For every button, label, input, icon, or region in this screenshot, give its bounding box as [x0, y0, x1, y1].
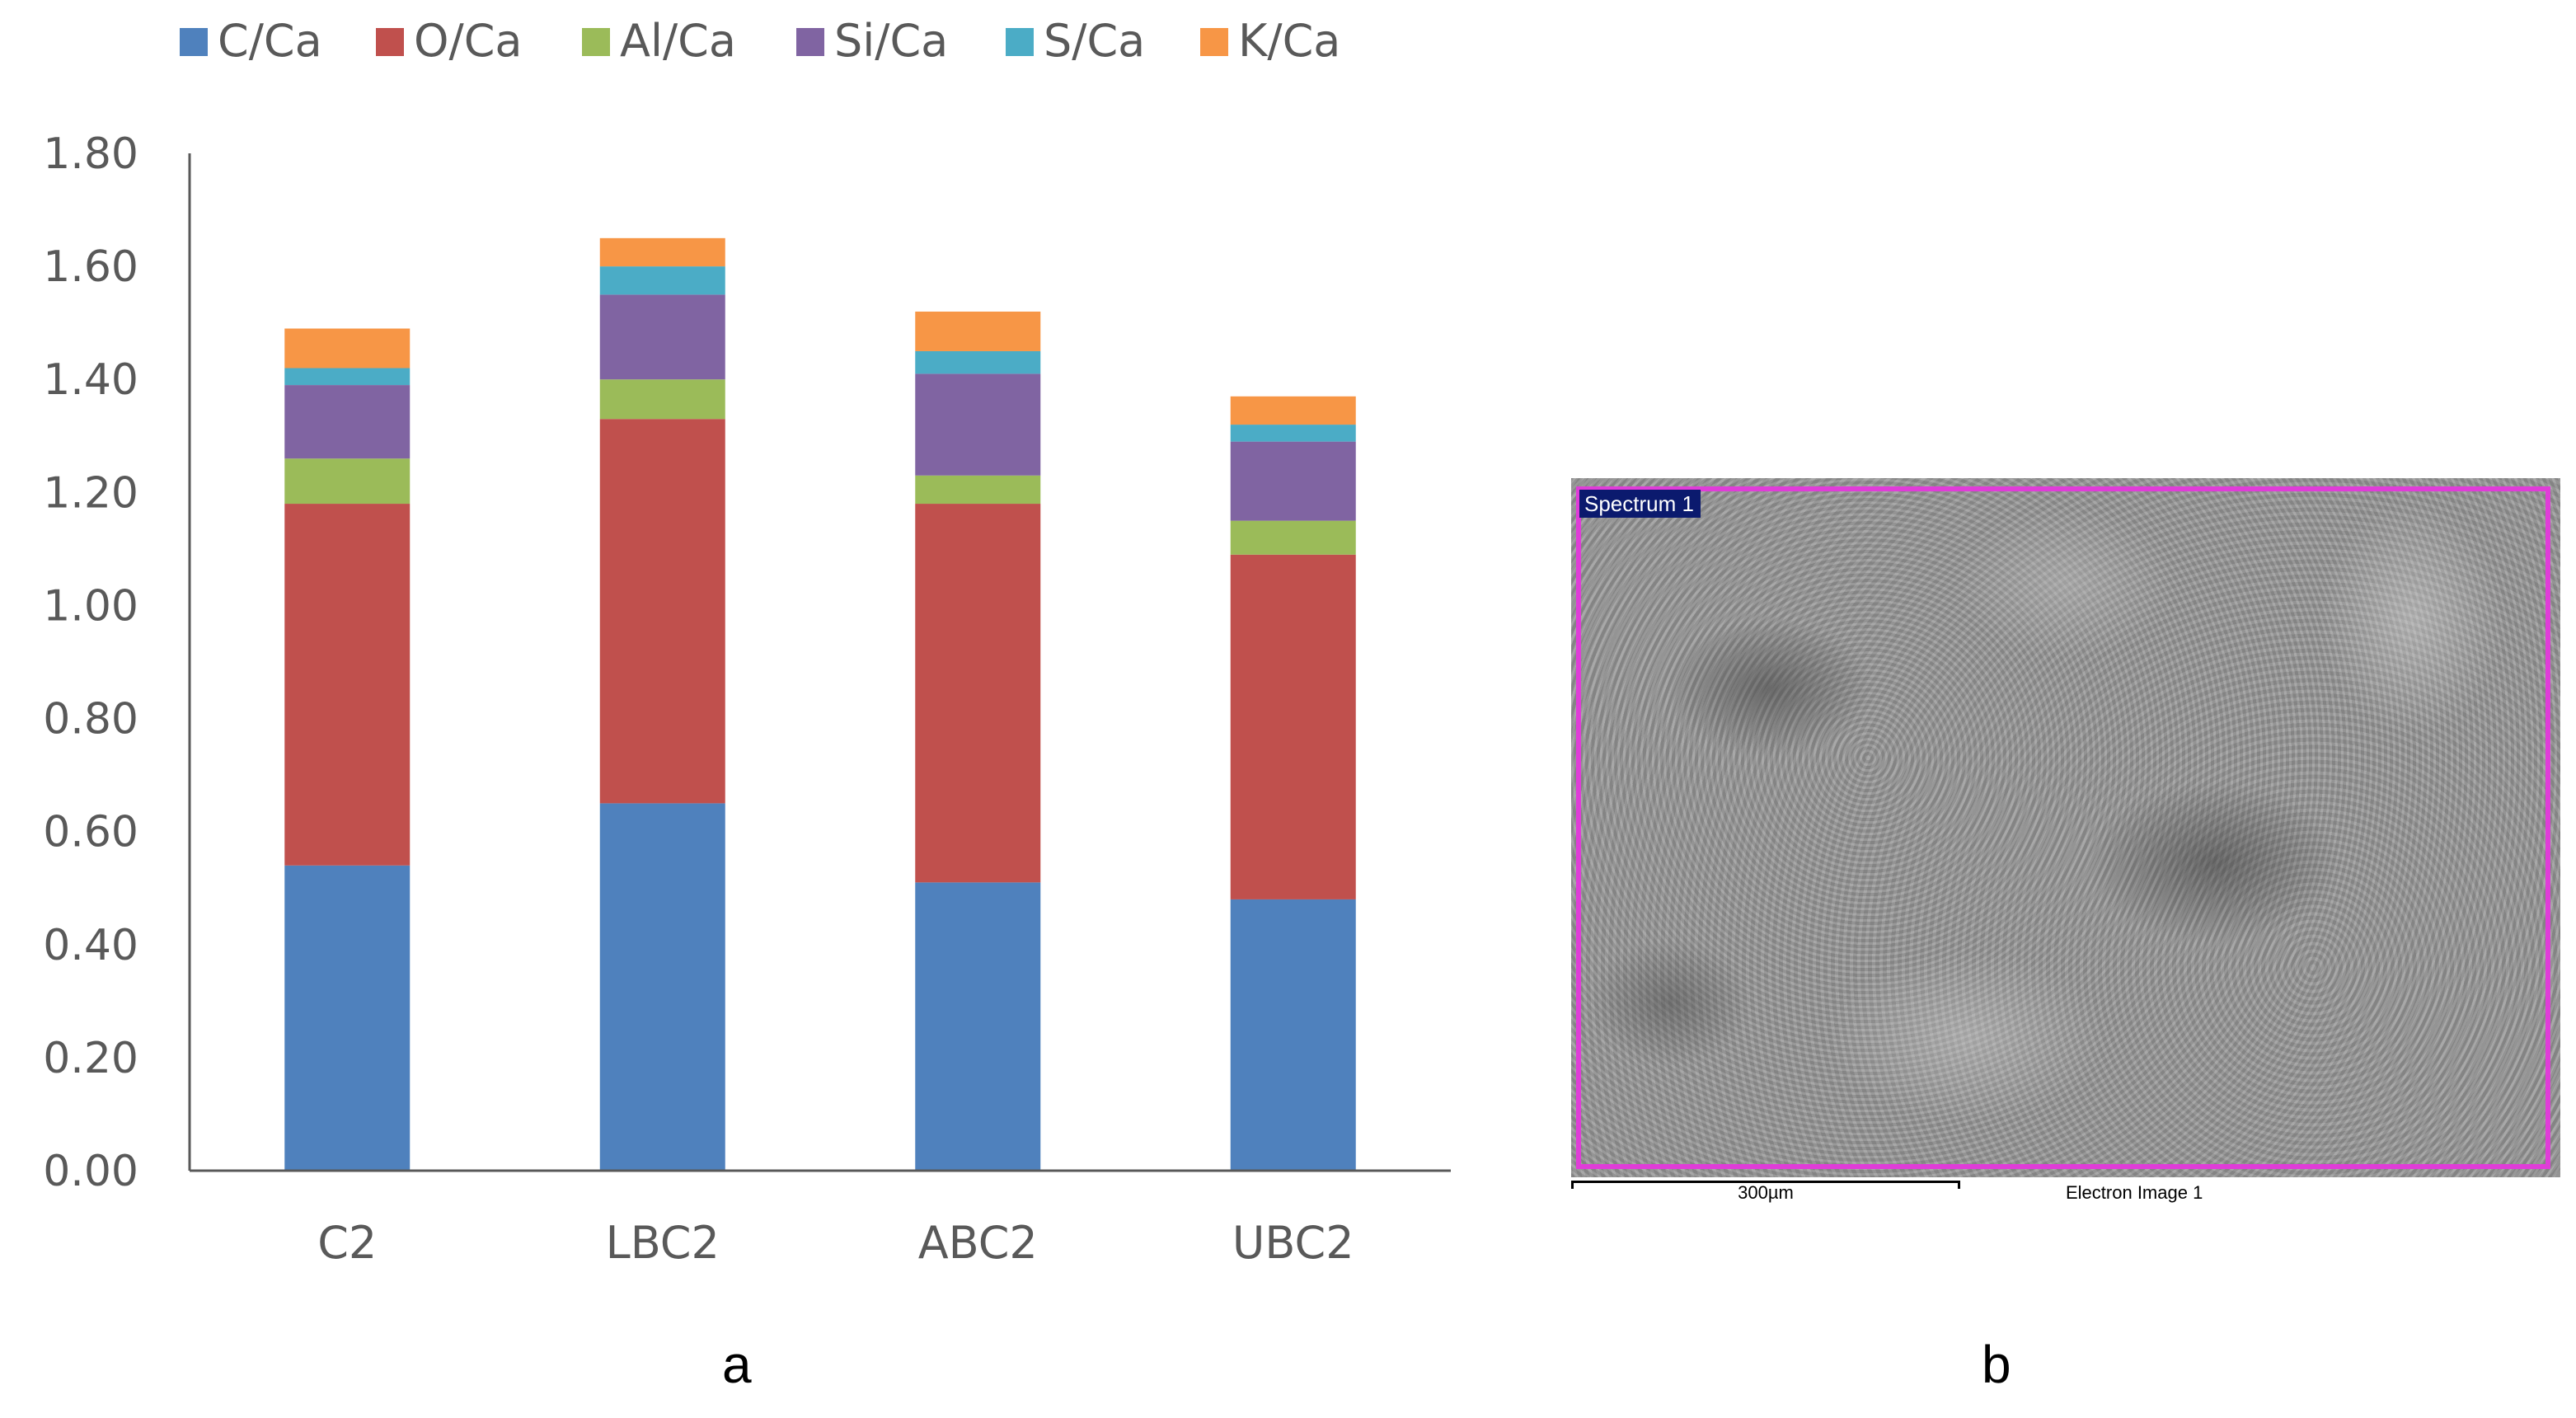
bar-segment-k-ca-abc2 — [915, 311, 1041, 351]
bar-segment-o-ca-ubc2 — [1230, 554, 1356, 899]
bar-segment-si-ca-c2 — [284, 385, 411, 459]
y-tick-label: 0.80 — [43, 695, 138, 744]
bar-segment-al-ca-lbc2 — [599, 379, 725, 420]
spectrum-label: Spectrum 1 — [1579, 490, 1701, 518]
bar-segment-al-ca-c2 — [284, 458, 411, 505]
legend-swatch — [1006, 28, 1034, 56]
electron-image-label: Electron Image 1 — [2066, 1182, 2203, 1203]
bar-group — [284, 237, 1356, 1171]
electron-micrograph — [1571, 478, 2560, 1177]
x-tick-label: LBC2 — [606, 1217, 720, 1269]
stacked-bar-chart: C/Ca O/Ca Al/Ca Si/Ca S/Ca K/Ca 0.000.200.400… — [43, 15, 1451, 1269]
legend-swatch — [582, 28, 610, 56]
y-tick-label: 0.40 — [43, 921, 138, 970]
spectrum-region-frame — [1576, 486, 2550, 1169]
y-tick-label: 1.00 — [43, 581, 138, 631]
y-tick-label: 1.80 — [43, 129, 138, 179]
bar-segment-k-ca-lbc2 — [599, 237, 725, 267]
legend-label: K/Ca — [1238, 15, 1340, 67]
bar-segment-k-ca-ubc2 — [1230, 396, 1356, 425]
bar-segment-c-ca-lbc2 — [599, 803, 725, 1171]
legend-label: O/Ca — [414, 15, 523, 67]
y-tick-label: 0.60 — [43, 808, 138, 857]
y-tick-label: 1.60 — [43, 242, 138, 292]
bar-segment-si-ca-lbc2 — [599, 294, 725, 380]
bar-segment-s-ca-abc2 — [915, 350, 1041, 374]
bar-segment-s-ca-c2 — [284, 368, 411, 386]
legend-swatch — [180, 28, 208, 56]
y-tick-label: 0.00 — [43, 1147, 138, 1196]
bar-segment-si-ca-ubc2 — [1230, 441, 1356, 521]
x-axis-ticks: C2 LBC2 ABC2 UBC2 — [317, 1217, 1354, 1269]
legend-swatch — [376, 28, 404, 56]
legend-label: Si/Ca — [834, 15, 948, 67]
panel-caption-a: a — [722, 1335, 752, 1394]
y-tick-label: 1.40 — [43, 355, 138, 405]
x-tick-label: ABC2 — [918, 1217, 1038, 1269]
legend-label: C/Ca — [218, 15, 322, 67]
bar-segment-k-ca-c2 — [284, 328, 411, 369]
legend-swatch — [796, 28, 824, 56]
chart-legend: C/Ca O/Ca Al/Ca Si/Ca S/Ca K/Ca — [180, 15, 1340, 67]
bar-segment-al-ca-abc2 — [915, 475, 1041, 505]
legend-label: S/Ca — [1044, 15, 1145, 67]
bar-segment-o-ca-abc2 — [915, 504, 1041, 883]
bar-segment-si-ca-abc2 — [915, 373, 1041, 476]
x-tick-label: UBC2 — [1232, 1217, 1354, 1269]
bar-segment-o-ca-lbc2 — [599, 419, 725, 804]
sem-micrograph-panel: Spectrum 1 300µm Electron Image 1 — [1571, 478, 2560, 1204]
x-tick-label: C2 — [317, 1217, 377, 1269]
bar-segment-al-ca-ubc2 — [1230, 520, 1356, 555]
panel-caption-b: b — [1982, 1335, 2011, 1394]
bar-segment-s-ca-lbc2 — [599, 266, 725, 295]
scale-bar — [1571, 1181, 1960, 1189]
bar-segment-s-ca-ubc2 — [1230, 425, 1356, 442]
scale-bar-label: 300µm — [1738, 1182, 1794, 1203]
bar-segment-c-ca-c2 — [284, 865, 411, 1171]
y-tick-label: 0.20 — [43, 1034, 138, 1083]
bar-segment-c-ca-abc2 — [915, 882, 1041, 1171]
bar-segment-c-ca-ubc2 — [1230, 899, 1356, 1171]
y-axis-ticks: 0.00 0.20 0.40 0.60 0.80 1.00 1.20 1.40 1.60 1.80 — [43, 129, 138, 1196]
y-tick-label: 1.20 — [43, 468, 138, 518]
bar-segment-o-ca-c2 — [284, 504, 411, 866]
legend-label: Al/Ca — [620, 15, 736, 67]
legend-swatch — [1200, 28, 1228, 56]
